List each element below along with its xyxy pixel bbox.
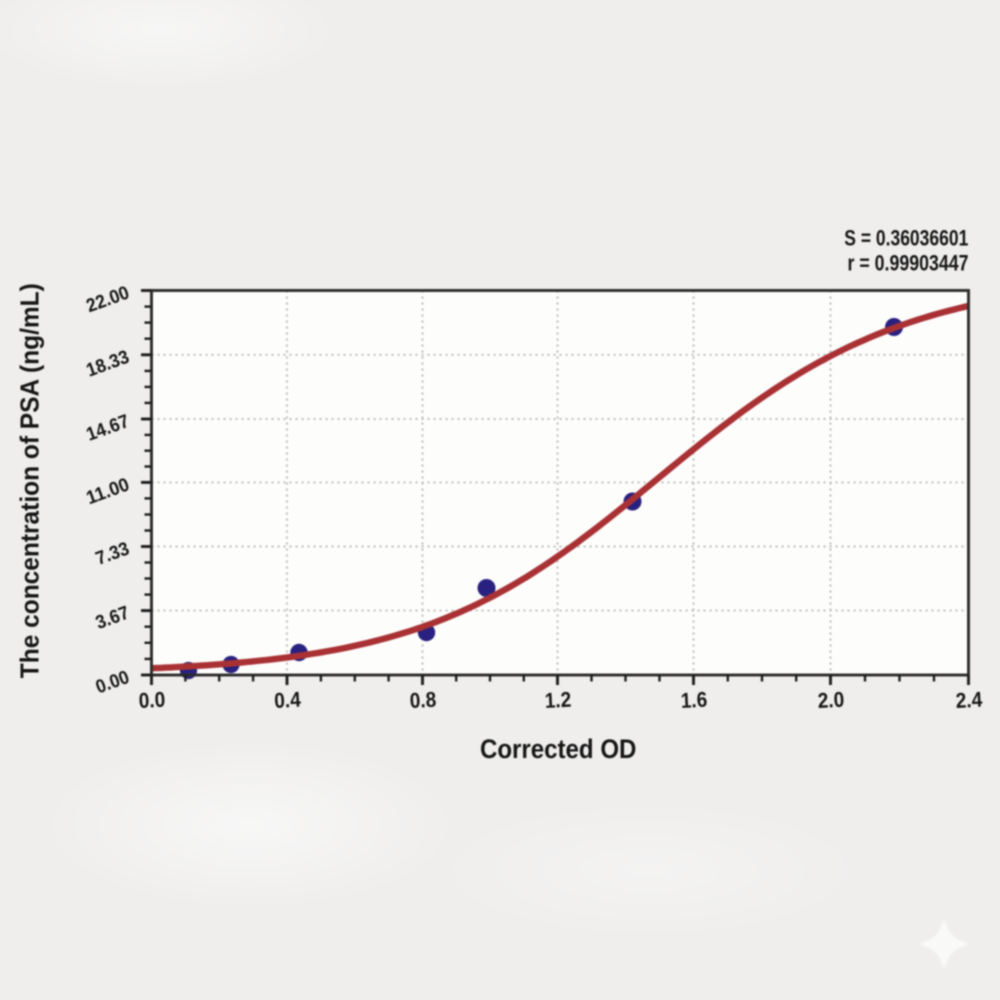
svg-text:2.4: 2.4 — [955, 688, 983, 713]
svg-text:18.33: 18.33 — [84, 347, 133, 382]
svg-text:0.8: 0.8 — [409, 688, 437, 713]
svg-text:1.6: 1.6 — [680, 688, 708, 713]
svg-text:0.00: 0.00 — [93, 667, 132, 698]
svg-text:r = 0.99903447: r = 0.99903447 — [848, 251, 969, 276]
svg-text:22.00: 22.00 — [84, 282, 133, 317]
svg-text:The concentration of PSA (ng/m: The concentration of PSA (ng/mL) — [15, 283, 45, 678]
svg-text:14.67: 14.67 — [84, 411, 133, 446]
svg-text:3.67: 3.67 — [93, 603, 132, 634]
svg-text:Corrected OD: Corrected OD — [480, 734, 637, 764]
svg-text:11.00: 11.00 — [84, 474, 133, 509]
svg-text:1.2: 1.2 — [544, 688, 572, 713]
svg-text:2.0: 2.0 — [817, 688, 845, 713]
svg-text:0.4: 0.4 — [274, 688, 302, 713]
svg-text:0.0: 0.0 — [138, 688, 166, 713]
svg-text:S = 0.36036601: S = 0.36036601 — [844, 226, 968, 251]
svg-text:7.33: 7.33 — [93, 538, 132, 569]
